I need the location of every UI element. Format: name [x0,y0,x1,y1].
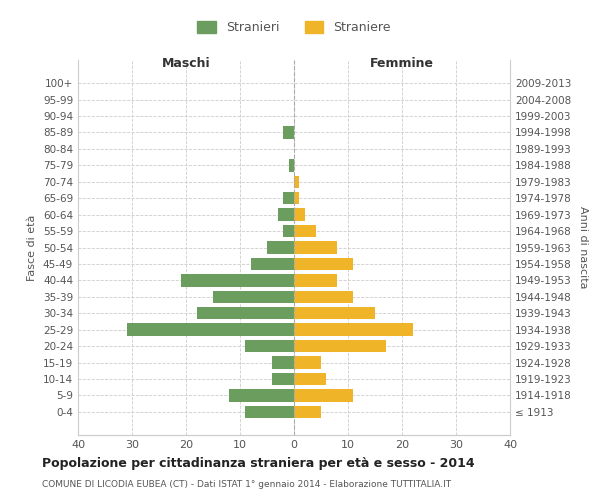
Bar [294,225,316,237]
Bar [181,274,294,286]
Bar [294,340,386,352]
Bar [229,389,294,402]
Bar [289,159,294,172]
Bar [278,208,294,221]
Bar [272,373,294,385]
Bar [294,258,353,270]
Bar [294,373,326,385]
Text: Femmine: Femmine [370,57,434,70]
Y-axis label: Fasce di età: Fasce di età [28,214,37,280]
Bar [294,274,337,286]
Text: Maschi: Maschi [161,57,211,70]
Bar [294,307,375,320]
Bar [267,242,294,254]
Legend: Stranieri, Straniere: Stranieri, Straniere [193,18,395,38]
Bar [127,324,294,336]
Bar [294,176,299,188]
Bar [245,406,294,418]
Bar [283,225,294,237]
Bar [283,126,294,138]
Bar [294,192,299,204]
Bar [294,290,353,303]
Bar [294,208,305,221]
Bar [294,242,337,254]
Bar [251,258,294,270]
Bar [294,389,353,402]
Bar [294,324,413,336]
Bar [213,290,294,303]
Bar [294,356,321,368]
Text: Popolazione per cittadinanza straniera per età e sesso - 2014: Popolazione per cittadinanza straniera p… [42,458,475,470]
Bar [294,406,321,418]
Y-axis label: Anni di nascita: Anni di nascita [578,206,588,289]
Bar [283,192,294,204]
Bar [272,356,294,368]
Bar [197,307,294,320]
Bar [245,340,294,352]
Text: COMUNE DI LICODIA EUBEA (CT) - Dati ISTAT 1° gennaio 2014 - Elaborazione TUTTITA: COMUNE DI LICODIA EUBEA (CT) - Dati ISTA… [42,480,451,489]
